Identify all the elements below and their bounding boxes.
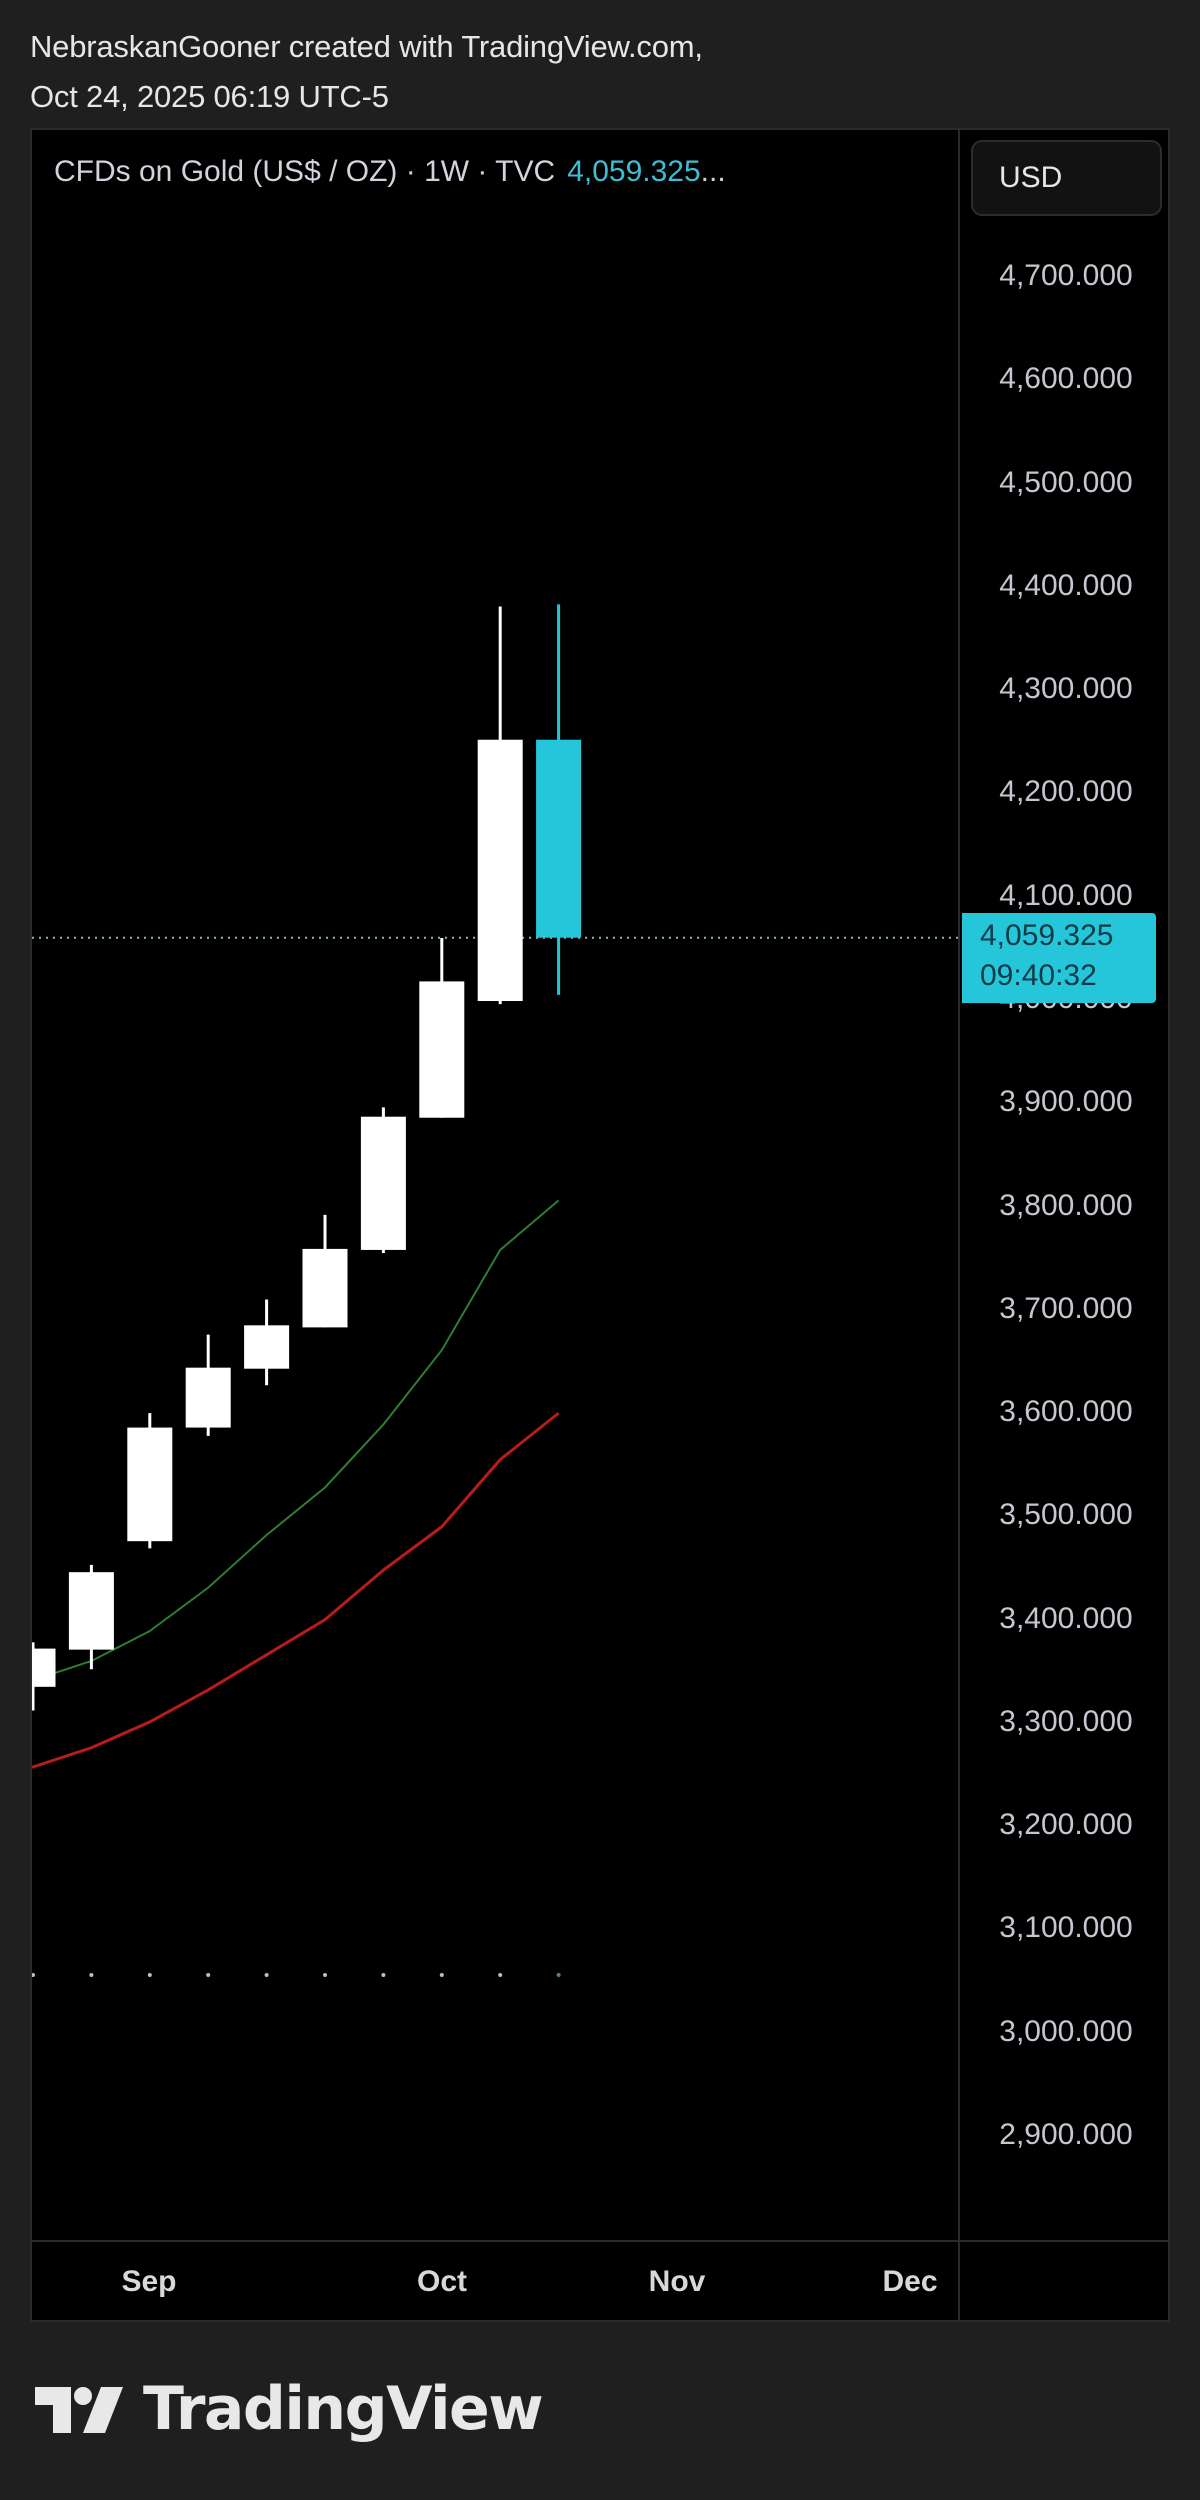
- price-axis-label: 4,200.000: [999, 775, 1133, 809]
- price-axis-label: 3,000.000: [999, 2014, 1133, 2048]
- price-axis-label: 4,500.000: [999, 465, 1133, 499]
- price-axis-label: 4,700.000: [999, 259, 1133, 292]
- time-axis-label: Nov: [648, 2265, 706, 2298]
- time-axis-label: Dec: [882, 2265, 938, 2298]
- credit-line: NebraskanGooner created with TradingView…: [30, 29, 703, 64]
- time-axis-divider: [30, 2240, 1170, 2242]
- price-axis-label: 4,600.000: [999, 362, 1133, 396]
- price-axis-label: 3,400.000: [999, 1601, 1133, 1635]
- price-axis-label: 4,400.000: [999, 568, 1133, 602]
- price-axis-label: 4,300.000: [999, 672, 1133, 706]
- legend-ellipsis: ...: [700, 155, 726, 188]
- bar-countdown: 09:40:32: [980, 959, 1097, 992]
- current-price-label: 4,059.325 09:40:32: [962, 913, 1156, 1003]
- snapshot-timestamp: Oct 24, 2025 06:19 UTC-5: [30, 79, 389, 114]
- price-axis-label: 3,300.000: [999, 1704, 1133, 1738]
- price-axis-label: 3,700.000: [999, 1291, 1133, 1325]
- price-axis-label: 3,500.000: [999, 1498, 1133, 1532]
- current-price-value: 4,059.325: [980, 919, 1114, 952]
- tradingview-logo-icon: [35, 2387, 123, 2433]
- time-axis-label: Oct: [416, 2265, 468, 2298]
- price-axis-label: 3,600.000: [999, 1395, 1133, 1429]
- price-axis-label: 3,800.000: [999, 1188, 1133, 1222]
- chart-panel[interactable]: [30, 128, 1170, 2322]
- brand-wordmark: TradingView: [143, 2374, 544, 2444]
- price-axis-divider: [958, 128, 960, 2322]
- legend-last-price: 4,059.325: [567, 155, 701, 188]
- symbol-title: CFDs on Gold (US$ / OZ) · 1W · TVC: [54, 155, 556, 188]
- price-axis-label: 3,100.000: [999, 1911, 1133, 1945]
- price-axis-label: 4,100.000: [999, 878, 1133, 912]
- time-axis-label: Sep: [121, 2265, 177, 2298]
- symbol-legend[interactable]: CFDs on Gold (US$ / OZ) · 1W · TVC 4,059.…: [54, 155, 726, 189]
- price-axis-label: 3,900.000: [999, 1085, 1133, 1119]
- price-axis-label: 2,900.000: [999, 2118, 1133, 2152]
- price-axis-label: 3,200.000: [999, 1808, 1133, 1842]
- currency-button[interactable]: USD: [971, 140, 1162, 216]
